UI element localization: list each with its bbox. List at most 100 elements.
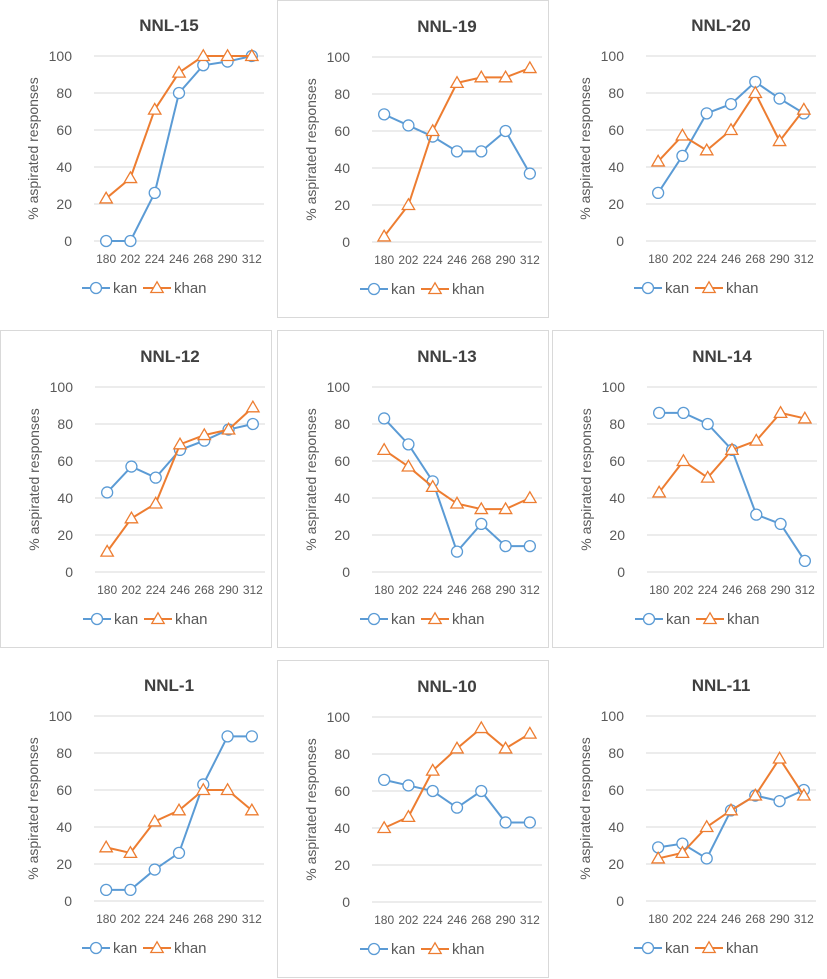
data-point-kan [125, 460, 138, 473]
data-point-khan [748, 433, 764, 446]
series-khan [376, 442, 538, 515]
legend-marker-kan [89, 941, 103, 955]
y-tick-label: 40 [609, 490, 625, 506]
chart-title: NNL-19 [417, 17, 477, 36]
data-point-khan [473, 720, 489, 734]
x-tick-label: 268 [745, 912, 765, 926]
data-point-kan [651, 186, 665, 200]
y-tick-label: 60 [334, 123, 350, 139]
x-tick-label: 312 [242, 252, 262, 266]
data-point-kan [377, 412, 391, 425]
y-tick-label: 0 [64, 893, 72, 909]
series-line-kan [383, 417, 530, 554]
chart-panel: NNL-1 % aspirated responses 0 20 40 60 80 100 18… [0, 660, 272, 978]
legend-marker-khan [149, 940, 165, 954]
data-point-kan [402, 779, 415, 792]
series-line-kan [106, 55, 253, 242]
chart-title: NNL-14 [692, 347, 752, 366]
line-chart: NNL-20 % aspirated responses 0 20 40 60 80 100 1… [577, 16, 816, 297]
legend-label-kan: kan [113, 280, 137, 297]
data-point-kan [99, 234, 113, 248]
chart-title: NNL-12 [140, 347, 200, 366]
x-tick-label: 224 [697, 912, 717, 926]
series-kan [651, 75, 811, 200]
x-tick-label: 224 [146, 583, 166, 597]
data-point-khan [376, 820, 392, 834]
y-tick-label: 0 [342, 894, 350, 910]
x-tick-label: 246 [722, 583, 742, 597]
x-tick-label: 180 [374, 583, 394, 597]
x-tick-label: 268 [471, 583, 491, 597]
data-point-khan [124, 510, 139, 524]
y-tick-label: 100 [601, 48, 625, 64]
y-tick-label: 40 [608, 819, 624, 835]
data-point-khan [147, 813, 163, 827]
legend-marker-khan [149, 280, 165, 294]
data-point-khan [244, 802, 260, 816]
y-tick-label: 0 [342, 234, 350, 250]
y-tick-label: 0 [342, 564, 350, 580]
legend-marker-kan [89, 281, 103, 295]
data-point-khan [425, 123, 441, 137]
legend: kan khan [360, 941, 485, 958]
legend-marker-kan [367, 942, 381, 956]
series-kan [377, 108, 537, 180]
data-point-khan [796, 102, 812, 115]
data-point-kan [450, 801, 464, 814]
data-point-kan [652, 406, 666, 420]
data-point-kan [773, 794, 786, 808]
line-chart: NNL-1 % aspirated responses 0 20 40 60 80 100 18… [25, 676, 264, 957]
legend-label-khan: khan [174, 940, 207, 957]
data-point-khan [723, 122, 739, 136]
x-tick-label: 224 [145, 252, 165, 266]
chart-title: NNL-10 [417, 677, 477, 696]
y-tick-label: 80 [608, 85, 624, 101]
data-point-khan [401, 809, 416, 823]
x-tick-label: 202 [672, 252, 692, 266]
data-point-khan [220, 782, 235, 796]
data-point-khan [98, 190, 114, 204]
legend-label-khan: khan [452, 941, 485, 958]
y-axis-label: % aspirated responses [303, 738, 319, 880]
data-point-khan [724, 442, 740, 456]
series-khan [651, 405, 813, 498]
x-tick-label: 268 [193, 252, 213, 266]
data-point-khan [449, 740, 465, 754]
data-point-kan [523, 539, 537, 553]
data-point-kan [798, 554, 812, 568]
y-tick-label: 40 [608, 159, 624, 175]
data-point-khan [425, 479, 441, 493]
data-point-khan [221, 422, 236, 435]
x-tick-label: 290 [218, 912, 238, 926]
legend-label-khan: khan [175, 611, 208, 628]
series-kan [99, 49, 259, 248]
data-point-khan [700, 470, 716, 483]
data-point-kan [750, 508, 763, 521]
x-tick-label: 202 [121, 583, 141, 597]
data-point-kan [499, 124, 512, 138]
x-tick-label: 268 [194, 583, 214, 597]
legend: kan khan [360, 281, 485, 298]
data-point-kan [245, 730, 259, 743]
legend-label-khan: khan [727, 611, 760, 628]
x-tick-label: 246 [721, 252, 741, 266]
x-tick-label: 312 [795, 583, 815, 597]
data-point-khan [522, 490, 538, 504]
chart-panel: NNL-11 % aspirated responses 0 20 40 60 80 100 1… [552, 660, 824, 978]
data-point-khan [449, 75, 465, 89]
legend-label-khan: khan [174, 280, 207, 297]
legend-label-kan: kan [114, 611, 138, 628]
data-point-khan [171, 65, 187, 78]
x-tick-label: 180 [648, 252, 668, 266]
data-point-kan [197, 59, 210, 72]
data-point-khan [98, 839, 114, 853]
x-tick-label: 290 [219, 583, 239, 597]
y-tick-label: 0 [65, 564, 73, 580]
legend-marker-kan [90, 612, 104, 626]
data-point-kan [523, 816, 537, 829]
data-point-khan [675, 128, 690, 141]
data-point-khan [747, 85, 763, 99]
y-tick-label: 40 [334, 490, 350, 506]
y-tick-label: 20 [56, 196, 72, 212]
y-tick-label: 80 [608, 745, 624, 761]
